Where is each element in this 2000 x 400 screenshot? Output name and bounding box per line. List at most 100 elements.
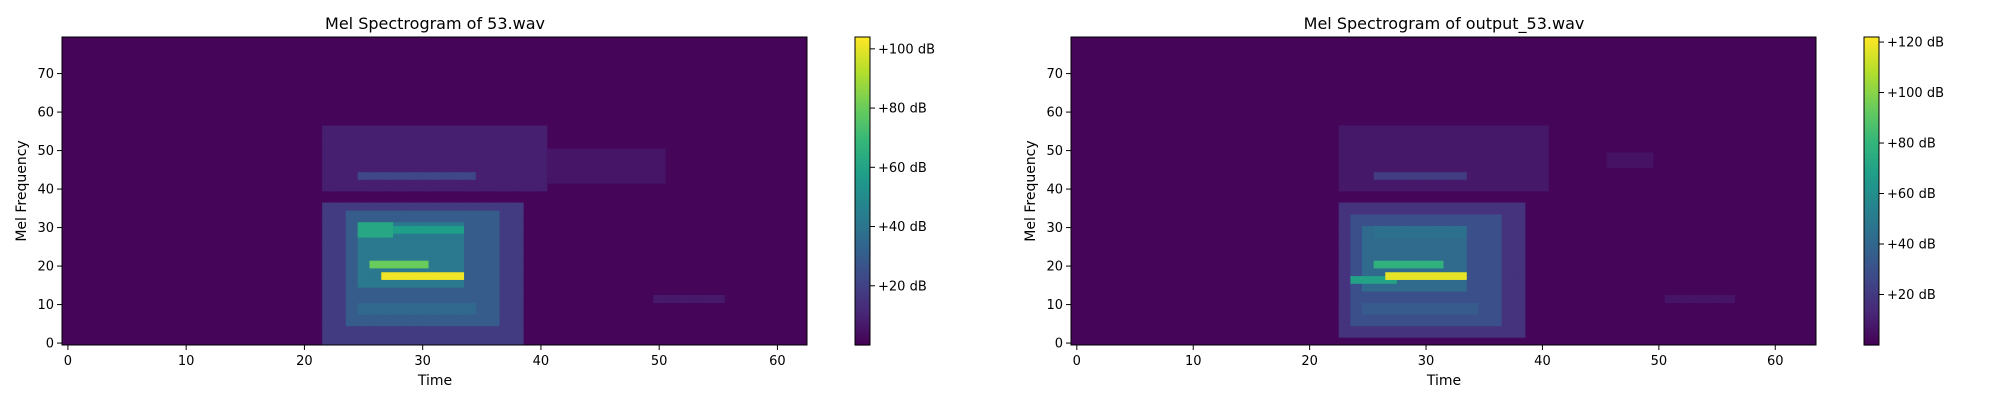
- p2-heatmap-cell: [1396, 279, 1409, 284]
- p2-heatmap-cell: [1362, 164, 1375, 169]
- p2-colorbar-frame: [1863, 36, 1880, 346]
- p2-heatmap-cell: [1420, 264, 1433, 269]
- p1-heatmap-cell: [381, 260, 394, 265]
- p1-heatmap-cell: [475, 137, 489, 142]
- p1-heatmap-cell: [322, 237, 335, 242]
- p1-heatmap-cell: [369, 248, 382, 253]
- p1-heatmap-cell: [322, 144, 335, 150]
- p1-heatmap-cell: [381, 233, 394, 238]
- panel-1-title: Mel Spectrogram of 53.wav: [325, 14, 545, 33]
- p1-heatmap-cell: [369, 241, 382, 246]
- p1-heatmap-cell: [322, 279, 335, 284]
- p2-heatmap-cell: [1466, 283, 1479, 288]
- p1-heatmap-cell: [381, 237, 394, 242]
- p2-heatmap-cell: [1466, 271, 1479, 277]
- p2-heatmap-cell: [1431, 202, 1444, 207]
- p1-heatmap-cell: [511, 341, 524, 346]
- p1-heatmap-cell: [487, 329, 500, 334]
- p2-heatmap-cell: [1606, 152, 1619, 157]
- p2-heatmap-cell: [1420, 294, 1433, 300]
- p2-heatmap-cell: [1455, 140, 1468, 146]
- p1-colorbar-swatch: [855, 278, 870, 282]
- p2-heatmap-cell: [1431, 210, 1444, 215]
- p2-heatmap-cell: [1466, 275, 1479, 280]
- p2-colorbar-swatch: [1864, 255, 1879, 259]
- p1-heatmap-cell: [464, 264, 477, 269]
- p2-heatmap-cell: [1338, 294, 1351, 300]
- p2-heatmap-cell: [1536, 171, 1549, 176]
- p1-heatmap-cell: [475, 187, 489, 192]
- p2-heatmap-cell: [1408, 241, 1421, 246]
- p2-heatmap-cell: [1455, 160, 1468, 165]
- p2-heatmap-cell: [1396, 241, 1409, 246]
- p2-heatmap-cell: [1536, 183, 1549, 188]
- p2-colorbar-swatch: [1864, 324, 1879, 328]
- p2-heatmap-cell: [1420, 298, 1433, 304]
- p1-heatmap-cell: [475, 152, 489, 157]
- p1-heatmap-cell: [322, 294, 335, 300]
- p2-heatmap-cell: [1513, 144, 1526, 150]
- p1-heatmap-cell: [369, 325, 382, 330]
- p2-heatmap-cell: [1408, 248, 1421, 253]
- p1-heatmap-cell: [487, 337, 500, 342]
- p1-heatmap-cell: [369, 260, 382, 265]
- p1-heatmap-cell: [440, 337, 453, 342]
- p2-heatmap-cell: [1431, 156, 1444, 161]
- p2-heatmap-cell: [1350, 175, 1363, 180]
- p2-y-tick-label: 30: [1046, 221, 1063, 236]
- p2-heatmap-cell: [1373, 291, 1386, 296]
- p1-heatmap-cell: [499, 171, 512, 176]
- p1-heatmap-cell: [499, 256, 512, 261]
- p2-heatmap-cell: [1513, 275, 1526, 280]
- p2-heatmap-cell: [1431, 291, 1444, 296]
- p1-heatmap-cell: [345, 183, 359, 188]
- p1-colorbar-swatch: [855, 268, 870, 272]
- p1-colorbar-swatch: [855, 201, 870, 205]
- p2-heatmap-cell: [1513, 329, 1526, 334]
- p2-colorbar-swatch: [1864, 257, 1879, 261]
- p1-heatmap-cell: [416, 148, 429, 153]
- p2-heatmap-cell: [1385, 125, 1398, 130]
- p1-heatmap-cell: [404, 206, 418, 211]
- p2-heatmap-cell: [1431, 225, 1444, 230]
- p1-heatmap-cell: [440, 214, 453, 219]
- p2-colorbar-swatch: [1864, 129, 1879, 133]
- p1-heatmap-cell: [499, 325, 512, 330]
- p2-heatmap-cell: [1466, 268, 1479, 273]
- p1-heatmap-cell: [428, 279, 441, 284]
- p2-heatmap-cell: [1385, 167, 1398, 173]
- p1-heatmap-cell: [523, 133, 536, 138]
- p2-heatmap-cell: [1431, 206, 1444, 211]
- p1-heatmap-cell: [357, 287, 370, 292]
- panel-2-title: Mel Spectrogram of output_53.wav: [1304, 14, 1585, 34]
- p2-heatmap-cell: [1396, 171, 1409, 176]
- p1-heatmap-cell: [416, 241, 429, 246]
- p1-heatmap-cell: [605, 179, 619, 184]
- p1-heatmap-cell: [475, 314, 489, 319]
- p1-heatmap-cell: [440, 333, 453, 338]
- p1-colorbar-swatch: [855, 103, 870, 107]
- p2-heatmap-cell: [1350, 329, 1363, 334]
- p2-heatmap-cell: [1373, 248, 1386, 253]
- p2-heatmap-cell: [1501, 179, 1514, 184]
- p1-heatmap-cell: [369, 202, 382, 207]
- p2-colorbar-swatch: [1864, 250, 1879, 254]
- p2-heatmap-cell: [1513, 310, 1526, 315]
- p1-heatmap-cell: [416, 329, 429, 334]
- p1-heatmap-cell: [357, 210, 370, 215]
- p1-heatmap-cell: [464, 164, 477, 169]
- p2-colorbar-swatch: [1864, 293, 1879, 297]
- p2-heatmap-cell: [1408, 325, 1421, 330]
- p2-heatmap-cell: [1385, 287, 1398, 292]
- p2-heatmap-cell: [1385, 175, 1398, 180]
- p1-colorbar-swatch: [855, 52, 870, 56]
- p1-heatmap-cell: [428, 175, 441, 180]
- p1-heatmap-cell: [487, 179, 500, 184]
- p2-heatmap-cell: [1618, 152, 1631, 157]
- p2-heatmap-cell: [1362, 144, 1375, 150]
- p2-heatmap-cell: [1455, 298, 1468, 304]
- p2-colorbar-swatch: [1864, 311, 1879, 315]
- p1-heatmap-cell: [428, 291, 441, 296]
- p1-heatmap-cell: [381, 294, 394, 300]
